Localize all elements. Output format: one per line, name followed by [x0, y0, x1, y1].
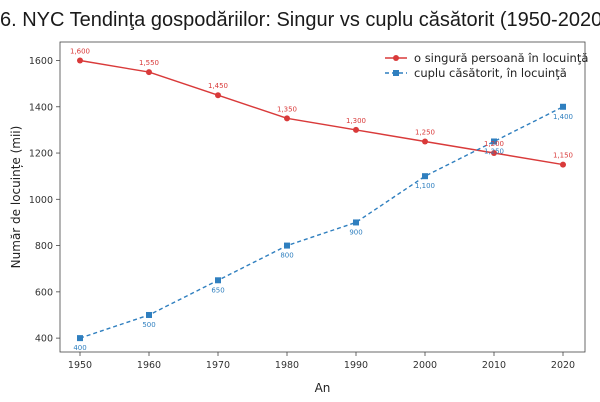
- series-line-1: [79, 59, 564, 166]
- data-point-square: [560, 103, 566, 110]
- x-axis-title: An: [315, 381, 331, 395]
- x-tick-label: 1950: [68, 360, 92, 371]
- data-label: 650: [211, 286, 224, 294]
- data-label: 1,250: [415, 128, 435, 136]
- series-line-2: [79, 106, 564, 339]
- x-tick-label: 2020: [551, 360, 575, 371]
- data-point-circle: [77, 57, 83, 64]
- chart-title: 6. NYC Tendinţa gospodăriilor: Singur vs…: [0, 9, 600, 31]
- x-tick-label: 1970: [206, 360, 230, 371]
- data-point-circle: [560, 161, 566, 168]
- data-point-square: [491, 138, 497, 145]
- data-label: 1,150: [553, 152, 573, 160]
- x-tick-label: 2010: [482, 360, 506, 371]
- data-point-circle: [215, 92, 221, 99]
- data-point-square: [284, 242, 290, 249]
- data-label: 1,400: [553, 113, 573, 121]
- data-label: 1,250: [484, 147, 504, 155]
- x-tick-label: 1990: [344, 360, 368, 371]
- data-point-square: [215, 277, 221, 284]
- data-label: 1,100: [415, 182, 435, 190]
- data-point-square: [422, 173, 428, 180]
- legend-label: cuplu căsătorit, în locuinţă: [414, 66, 567, 80]
- data-label: 1,200: [484, 140, 504, 148]
- data-point-square: [77, 335, 83, 342]
- y-axis-title: Număr de locuințe (mii): [9, 126, 23, 269]
- data-point-circle: [422, 138, 428, 145]
- y-tick-label: 1600: [29, 56, 53, 67]
- y-tick-label: 800: [35, 241, 53, 252]
- data-point-circle: [353, 126, 359, 133]
- legend-marker-circle: [393, 55, 399, 61]
- data-point-square: [146, 311, 152, 318]
- data-label: 800: [280, 252, 293, 260]
- y-tick-label: 600: [35, 287, 53, 298]
- data-label: 1,350: [277, 105, 297, 113]
- data-point-circle: [146, 69, 152, 76]
- data-label: 500: [142, 321, 155, 329]
- data-label: 1,550: [139, 59, 159, 67]
- legend-marker-square: [393, 70, 399, 76]
- x-tick-label: 2000: [413, 360, 437, 371]
- plot-frame: [59, 41, 586, 353]
- x-tick-label: 1960: [137, 360, 161, 371]
- data-point-circle: [284, 115, 290, 122]
- data-label: 1,300: [346, 117, 366, 125]
- legend-label: o singură persoană în locuinţă: [414, 51, 588, 65]
- y-tick-label: 1000: [29, 195, 53, 206]
- y-tick-label: 1200: [29, 149, 53, 160]
- data-point-square: [353, 219, 359, 226]
- y-tick-label: 400: [35, 334, 53, 345]
- data-point-circle: [491, 150, 497, 157]
- data-label: 900: [349, 228, 362, 236]
- x-tick-label: 1980: [275, 360, 299, 371]
- data-label: 400: [73, 344, 86, 352]
- data-label: 1,600: [70, 48, 90, 56]
- y-tick-label: 1400: [29, 102, 53, 113]
- data-label: 1,450: [208, 82, 228, 90]
